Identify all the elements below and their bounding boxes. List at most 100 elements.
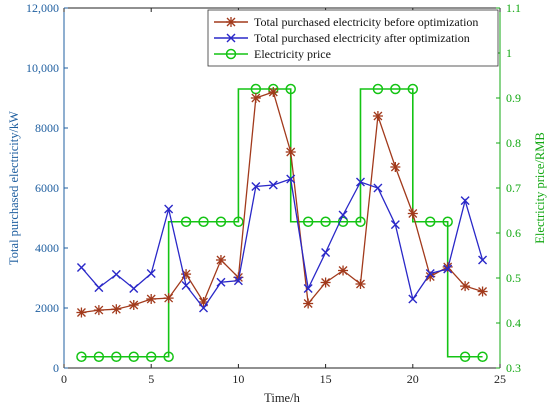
data-point-before-optimization — [128, 300, 139, 310]
price-marker-ring — [355, 216, 366, 227]
price-marker-ring — [390, 83, 401, 95]
data-point-before-optimization — [215, 255, 226, 265]
data-point-before-optimization — [93, 305, 104, 316]
series-line-before-optimization — [81, 91, 483, 314]
data-point-electricity-price — [285, 83, 296, 95]
data-point-after-optimization — [355, 177, 365, 187]
data-point-after-optimization — [443, 264, 453, 274]
x-marker-stroke — [111, 269, 121, 279]
legend-label: Electricity price — [254, 47, 331, 61]
data-point-electricity-price — [442, 216, 453, 227]
x-marker-stroke — [460, 196, 470, 206]
price-marker-ring — [477, 351, 488, 362]
data-point-electricity-price — [390, 83, 401, 95]
axes-layer: 0 5 10 15 20 25 0 2000 4000 6000 8000 10,000 12,000 0… — [26, 1, 521, 386]
data-point-electricity-price — [233, 216, 244, 227]
x-marker-stroke — [373, 183, 383, 193]
data-point-after-optimization — [286, 174, 296, 184]
data-point-electricity-price — [76, 351, 87, 362]
price-marker-ring — [76, 351, 87, 362]
price-marker-ring — [233, 216, 244, 227]
x-marker-stroke — [408, 294, 418, 304]
y-right-tick-label: 0.4 — [506, 316, 521, 330]
data-point-electricity-price — [145, 351, 157, 362]
data-point-after-optimization — [76, 263, 86, 272]
x-marker-stroke — [390, 220, 400, 230]
data-point-after-optimization — [146, 269, 156, 278]
data-point-before-optimization — [268, 87, 279, 97]
data-point-before-optimization — [390, 162, 401, 172]
x-marker-stroke — [129, 284, 139, 293]
data-point-electricity-price — [128, 351, 140, 362]
price-marker-ring — [302, 216, 314, 227]
x-marker-stroke — [199, 303, 209, 313]
data-point-before-optimization — [285, 147, 296, 157]
x-tick-label: 15 — [320, 372, 332, 386]
price-marker-ring — [215, 216, 227, 227]
price-marker-ring — [111, 351, 122, 362]
data-point-after-optimization — [181, 281, 191, 290]
x-tick-label: 20 — [407, 372, 419, 386]
y-left-tick-label: 12,000 — [26, 1, 59, 15]
x-marker-stroke — [181, 281, 191, 290]
price-marker-ring — [320, 216, 331, 227]
data-point-electricity-price — [407, 83, 419, 95]
y-right-tick-label: 0.8 — [506, 136, 521, 150]
x-marker-stroke — [226, 33, 236, 43]
data-point-after-optimization — [251, 182, 261, 191]
x-tick-label: 5 — [148, 372, 154, 386]
data-point-after-optimization — [338, 210, 348, 220]
series-layer — [76, 83, 488, 362]
price-marker-ring — [442, 216, 453, 227]
data-point-electricity-price — [163, 351, 174, 362]
data-point-before-optimization — [111, 304, 122, 315]
price-marker-ring — [145, 351, 157, 362]
data-point-before-optimization — [372, 111, 383, 121]
price-marker-ring — [180, 216, 192, 227]
legend-swatch-marker — [226, 33, 236, 43]
x-tick-label: 10 — [232, 372, 244, 386]
data-point-before-optimization — [320, 277, 331, 288]
legend-label: Total purchased electricity after optimi… — [254, 31, 470, 45]
y-axis-right-label: Electricity price/RMB — [533, 132, 547, 243]
data-point-after-optimization — [94, 283, 104, 293]
data-point-after-optimization — [408, 294, 418, 304]
x-axis-label: Time/h — [264, 391, 300, 405]
data-point-after-optimization — [478, 255, 488, 265]
x-marker-stroke — [164, 204, 174, 214]
y-left-tick-label: 2000 — [35, 301, 59, 315]
data-point-electricity-price — [372, 83, 384, 95]
data-point-electricity-price — [302, 216, 314, 227]
legend-swatch-marker — [225, 48, 237, 60]
data-point-after-optimization — [460, 196, 470, 206]
price-marker-ring — [93, 351, 105, 362]
price-marker-ring — [407, 83, 419, 95]
data-point-after-optimization — [321, 248, 331, 257]
x-marker-stroke — [251, 182, 261, 191]
x-marker-stroke — [321, 248, 331, 257]
data-point-after-optimization — [373, 183, 383, 193]
data-point-before-optimization — [76, 307, 87, 318]
legend: Total purchased electricity before optim… — [207, 9, 499, 67]
y-right-tick-label: 0.9 — [506, 91, 521, 105]
data-point-before-optimization — [163, 293, 174, 304]
data-point-before-optimization — [303, 298, 314, 309]
data-point-after-optimization — [425, 269, 435, 278]
price-marker-ring — [128, 351, 140, 362]
data-point-after-optimization — [199, 303, 209, 313]
data-point-before-optimization — [407, 208, 418, 219]
legend-swatch-marker — [226, 17, 236, 27]
data-point-electricity-price — [111, 351, 122, 362]
price-marker-ring — [459, 351, 471, 362]
price-marker-ring — [285, 83, 296, 95]
data-point-electricity-price — [93, 351, 105, 362]
data-point-electricity-price — [215, 216, 227, 227]
data-point-after-optimization — [303, 284, 313, 293]
data-point-before-optimization — [146, 294, 157, 304]
data-point-electricity-price — [198, 216, 209, 227]
data-point-electricity-price — [337, 216, 349, 227]
legend-box — [207, 9, 499, 67]
data-point-electricity-price — [355, 216, 366, 227]
x-marker-stroke — [146, 269, 156, 278]
